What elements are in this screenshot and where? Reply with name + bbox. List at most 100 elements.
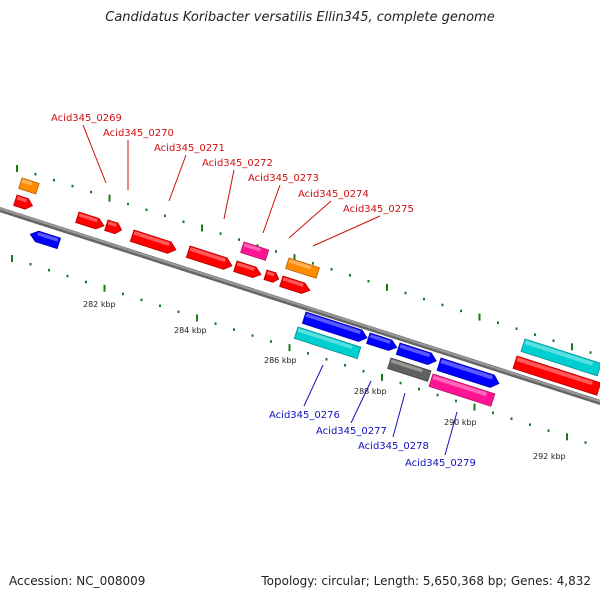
gene-arrow[interactable] <box>129 229 177 255</box>
leader-line <box>444 411 458 456</box>
gene-arrow[interactable] <box>233 260 263 280</box>
gene-label[interactable]: Acid345_0275 <box>343 204 414 215</box>
gene-label[interactable]: Acid345_0276 <box>269 410 340 421</box>
gene-labels-bottom: Acid345_0276 Acid345_0277 Acid345_0278 A… <box>269 410 476 469</box>
gene-label[interactable]: Acid345_0270 <box>103 128 174 139</box>
genome-summary-text: Topology: circular; Length: 5,650,368 bp… <box>261 574 591 588</box>
minor-tick <box>312 262 314 265</box>
major-tick <box>381 373 383 381</box>
minor-tick <box>29 262 32 266</box>
gene-arrow[interactable] <box>436 357 501 390</box>
minor-tick <box>460 309 462 313</box>
minor-tick <box>330 268 333 271</box>
minor-tick <box>53 178 55 182</box>
gene-arrow[interactable] <box>104 219 124 235</box>
minor-tick <box>159 304 161 308</box>
leader-line <box>392 392 406 438</box>
tick-label: 288 kbp <box>354 387 387 396</box>
gene-arrow[interactable] <box>395 342 438 367</box>
minor-tick <box>307 352 309 355</box>
minor-tick <box>182 220 185 223</box>
minor-tick <box>214 322 217 325</box>
leader-line <box>312 215 381 247</box>
major-tick <box>201 224 203 232</box>
gene-arrow[interactable] <box>279 275 312 296</box>
minor-tick <box>233 328 235 331</box>
minor-tick <box>529 423 531 426</box>
gene-label[interactable]: Acid345_0279 <box>405 458 476 469</box>
major-tick <box>478 313 481 321</box>
tick-dot-rows <box>11 165 592 444</box>
minor-tick <box>367 279 370 283</box>
leader-line <box>82 124 107 184</box>
gene-arrow[interactable] <box>263 269 280 284</box>
gene-label[interactable]: Acid345_0271 <box>154 143 225 154</box>
minor-tick <box>122 292 124 296</box>
genome-axis <box>0 206 600 406</box>
minor-tick <box>275 250 277 253</box>
minor-tick <box>423 297 425 301</box>
major-tick <box>571 343 573 351</box>
minor-tick <box>34 172 37 176</box>
gene-arrow[interactable] <box>428 373 496 407</box>
tick-label: 292 kbp <box>533 452 566 461</box>
gene-label[interactable]: Acid345_0273 <box>248 173 319 184</box>
gene-arrow[interactable] <box>301 311 369 344</box>
gene-arrow[interactable] <box>293 326 362 360</box>
minor-tick <box>66 274 69 278</box>
gene-label[interactable]: Acid345_0269 <box>51 113 122 124</box>
minor-tick <box>515 327 518 330</box>
tick-labels: 282 kbp 284 kbp 286 kbp 288 kbp 290 kbp … <box>83 300 566 461</box>
map-title: Candidatus Koribacter versatilis Ellin34… <box>105 10 495 25</box>
gene-labels-top: Acid345_0269 Acid345_0270 Acid345_0271 A… <box>51 113 414 215</box>
gene-arrow[interactable] <box>13 194 35 211</box>
gene-arrow[interactable] <box>75 211 106 231</box>
minor-tick <box>177 310 180 313</box>
major-tick <box>11 255 13 262</box>
minor-tick <box>584 441 587 444</box>
gene-label[interactable]: Acid345_0274 <box>298 189 369 200</box>
minor-tick <box>256 244 259 247</box>
minor-tick <box>534 333 536 336</box>
gene-arrow[interactable] <box>29 229 62 250</box>
leader-line <box>303 364 324 407</box>
minor-tick <box>251 334 254 337</box>
minor-tick <box>441 303 444 307</box>
gene-label[interactable]: Acid345_0272 <box>202 158 273 169</box>
minor-tick <box>145 208 148 212</box>
leader-line <box>350 380 372 424</box>
leader-line <box>262 184 281 234</box>
minor-tick <box>90 190 92 194</box>
major-tick <box>386 283 388 291</box>
gene-arrow[interactable] <box>387 357 432 382</box>
major-tick <box>293 254 296 262</box>
minor-tick <box>418 387 420 391</box>
gene-features <box>13 177 600 407</box>
minor-tick <box>140 298 143 302</box>
gene-arrow[interactable] <box>366 332 399 353</box>
minor-tick <box>344 363 346 367</box>
minor-tick <box>164 214 166 218</box>
major-tick <box>566 433 568 441</box>
accession-text: Accession: NC_008009 <box>9 574 146 588</box>
minor-tick <box>552 339 555 342</box>
major-tick <box>288 344 291 352</box>
gene-arrow[interactable] <box>520 338 600 377</box>
tick-label: 286 kbp <box>264 356 297 365</box>
minor-tick <box>127 202 129 206</box>
major-tick <box>16 165 18 172</box>
major-tick <box>473 403 476 411</box>
minor-tick <box>362 369 365 373</box>
minor-tick <box>85 280 87 284</box>
gene-arrow[interactable] <box>18 177 40 195</box>
major-tick <box>196 314 198 322</box>
gene-arrow[interactable] <box>512 355 600 396</box>
tick-label: 284 kbp <box>174 326 207 335</box>
minor-tick <box>399 381 402 385</box>
gene-arrow[interactable] <box>285 257 320 279</box>
gene-label[interactable]: Acid345_0277 <box>316 426 387 437</box>
gene-arrow[interactable] <box>185 245 233 271</box>
gene-arrow[interactable] <box>240 241 270 261</box>
gene-label[interactable]: Acid345_0278 <box>358 441 429 452</box>
